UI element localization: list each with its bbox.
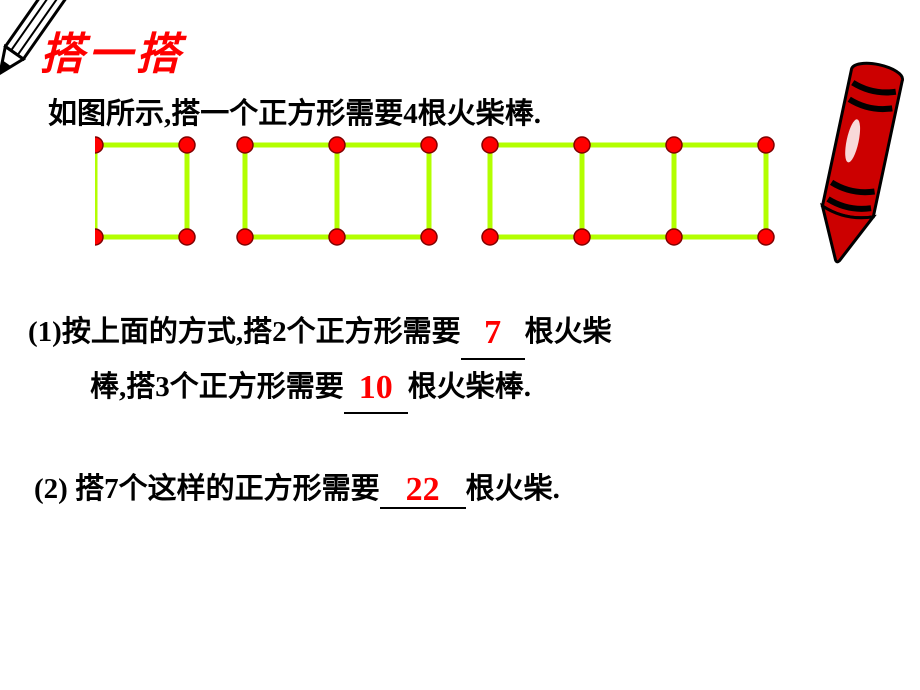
q2-blank: 22 bbox=[380, 469, 466, 509]
matchstick-diagram bbox=[95, 135, 795, 255]
q1-answer1: 7 bbox=[484, 314, 501, 351]
q2-answer: 22 bbox=[406, 471, 440, 508]
intro-text: 如图所示,搭一个正方形需要4根火柴棒. bbox=[48, 90, 541, 132]
title-text: 搭一搭 bbox=[40, 30, 184, 79]
q2-part2: 根火柴. bbox=[466, 473, 560, 505]
q1-part1: 按上面的方式,搭2个正方形需要 bbox=[62, 316, 461, 348]
q1-blank2: 10 bbox=[344, 360, 408, 415]
intro-content: 如图所示,搭一个正方形需要4根火柴棒. bbox=[48, 98, 541, 130]
q1-answer2: 10 bbox=[359, 369, 393, 406]
q1-prefix: (1) bbox=[28, 316, 62, 348]
crayon-decoration bbox=[810, 50, 920, 280]
q1-blank1: 7 bbox=[461, 305, 525, 360]
page-title: 搭一搭 bbox=[40, 18, 184, 82]
question-2: (2) 搭7个这样的正方形需要 22 根火柴. bbox=[34, 465, 560, 509]
q1-line2b: 根火柴棒. bbox=[408, 371, 531, 403]
q1-line2a: 棒,搭3个正方形需要 bbox=[90, 371, 344, 403]
question-1: (1)按上面的方式,搭2个正方形需要 7 根火柴 棒,搭3个正方形需要 10 根火柴棒. bbox=[28, 305, 612, 414]
q2-part1: 搭7个这样的正方形需要 bbox=[68, 473, 380, 505]
q2-prefix: (2) bbox=[34, 473, 68, 505]
q1-part2: 根火柴 bbox=[525, 316, 612, 348]
